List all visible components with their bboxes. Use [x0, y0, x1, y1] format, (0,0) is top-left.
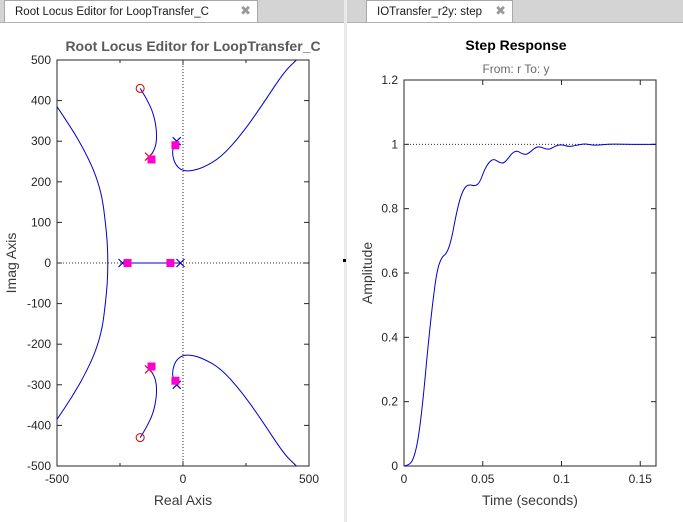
chart-title: Step Response [465, 37, 566, 53]
y-tick-label: 0.6 [381, 266, 398, 280]
x-tick-label: 0.15 [629, 472, 653, 486]
chart-title: Root Locus Editor for LoopTransfer_C [65, 38, 320, 54]
y-tick-label: 300 [31, 134, 51, 148]
step-response-panel: IOTransfer_r2y: step ✖ Step Response From… [347, 0, 683, 522]
open-loop-zero-marker [135, 433, 145, 443]
x-tick-label: 500 [299, 472, 319, 486]
y-tick-label: 0.4 [381, 330, 398, 344]
locus-branch [172, 354, 297, 467]
locus-branch [56, 106, 109, 420]
closed-loop-pole-marker [123, 259, 132, 267]
open-loop-pole-marker [176, 258, 185, 268]
y-tick-label: 200 [31, 175, 51, 189]
y-axis-label: Imag Axis [3, 233, 19, 294]
y-axis-label: Amplitude [359, 242, 375, 304]
left-tab-bar: Root Locus Editor for LoopTransfer_C ✖ [0, 0, 344, 23]
tab-label: Root Locus Editor for LoopTransfer_C [15, 5, 209, 18]
y-tick-label: 0 [391, 459, 398, 473]
close-icon[interactable]: ✖ [240, 4, 251, 19]
step-response-line [403, 143, 656, 467]
tab-root-locus-editor[interactable]: Root Locus Editor for LoopTransfer_C ✖ [4, 0, 258, 22]
locus-branch [172, 59, 297, 172]
y-tick-label: -300 [27, 378, 51, 392]
y-tick-label: -200 [27, 337, 51, 351]
y-tick-label: 0.2 [381, 395, 398, 409]
right-tab-bar: IOTransfer_r2y: step ✖ [347, 0, 683, 23]
chart-subtitle: From: r To: y [482, 62, 549, 76]
tab-label: IOTransfer_r2y: step [377, 5, 483, 18]
closed-loop-pole-marker [166, 259, 175, 267]
y-tick-label: -100 [27, 297, 51, 311]
y-tick-label: 100 [31, 215, 51, 229]
closed-loop-pole-marker [147, 155, 156, 164]
close-icon[interactable]: ✖ [495, 4, 506, 19]
closed-loop-pole-marker [171, 376, 180, 385]
y-tick-label: 400 [31, 94, 51, 108]
x-axis-label: Real Axis [154, 492, 212, 508]
y-tick-label: 0 [44, 256, 51, 270]
x-axis-label: Time (seconds) [482, 492, 578, 508]
y-tick-label: 1 [391, 137, 398, 151]
open-loop-zero-marker [135, 83, 145, 93]
x-tick-label: 0 [401, 472, 408, 486]
tab-step-response[interactable]: IOTransfer_r2y: step ✖ [366, 0, 513, 22]
y-tick-label: 1.2 [381, 73, 398, 87]
root-locus-panel: Root Locus Editor for LoopTransfer_C ✖ R… [0, 0, 344, 522]
locus-branch [139, 88, 158, 158]
x-tick-label: 0 [180, 472, 187, 486]
plot-area [403, 79, 657, 467]
y-tick-label: -500 [27, 459, 51, 473]
step-response-chart[interactable]: Step Response From: r To: y 0 0.05 0.1 0.15 0 0… [347, 0, 683, 522]
root-locus-chart[interactable]: Root Locus Editor for LoopTransfer_C -500… [0, 0, 344, 522]
y-tick-label: 500 [31, 53, 51, 67]
x-tick-label: 0.05 [471, 472, 495, 486]
locus-branch [139, 368, 158, 438]
y-tick-label: 0.8 [381, 202, 398, 216]
x-tick-label: -500 [45, 472, 69, 486]
closed-loop-pole-marker [147, 362, 156, 371]
splitter-handle[interactable] [343, 259, 346, 262]
x-tick-label: 0.1 [553, 472, 570, 486]
closed-loop-pole-marker [171, 141, 180, 150]
y-tick-label: -400 [27, 418, 51, 432]
